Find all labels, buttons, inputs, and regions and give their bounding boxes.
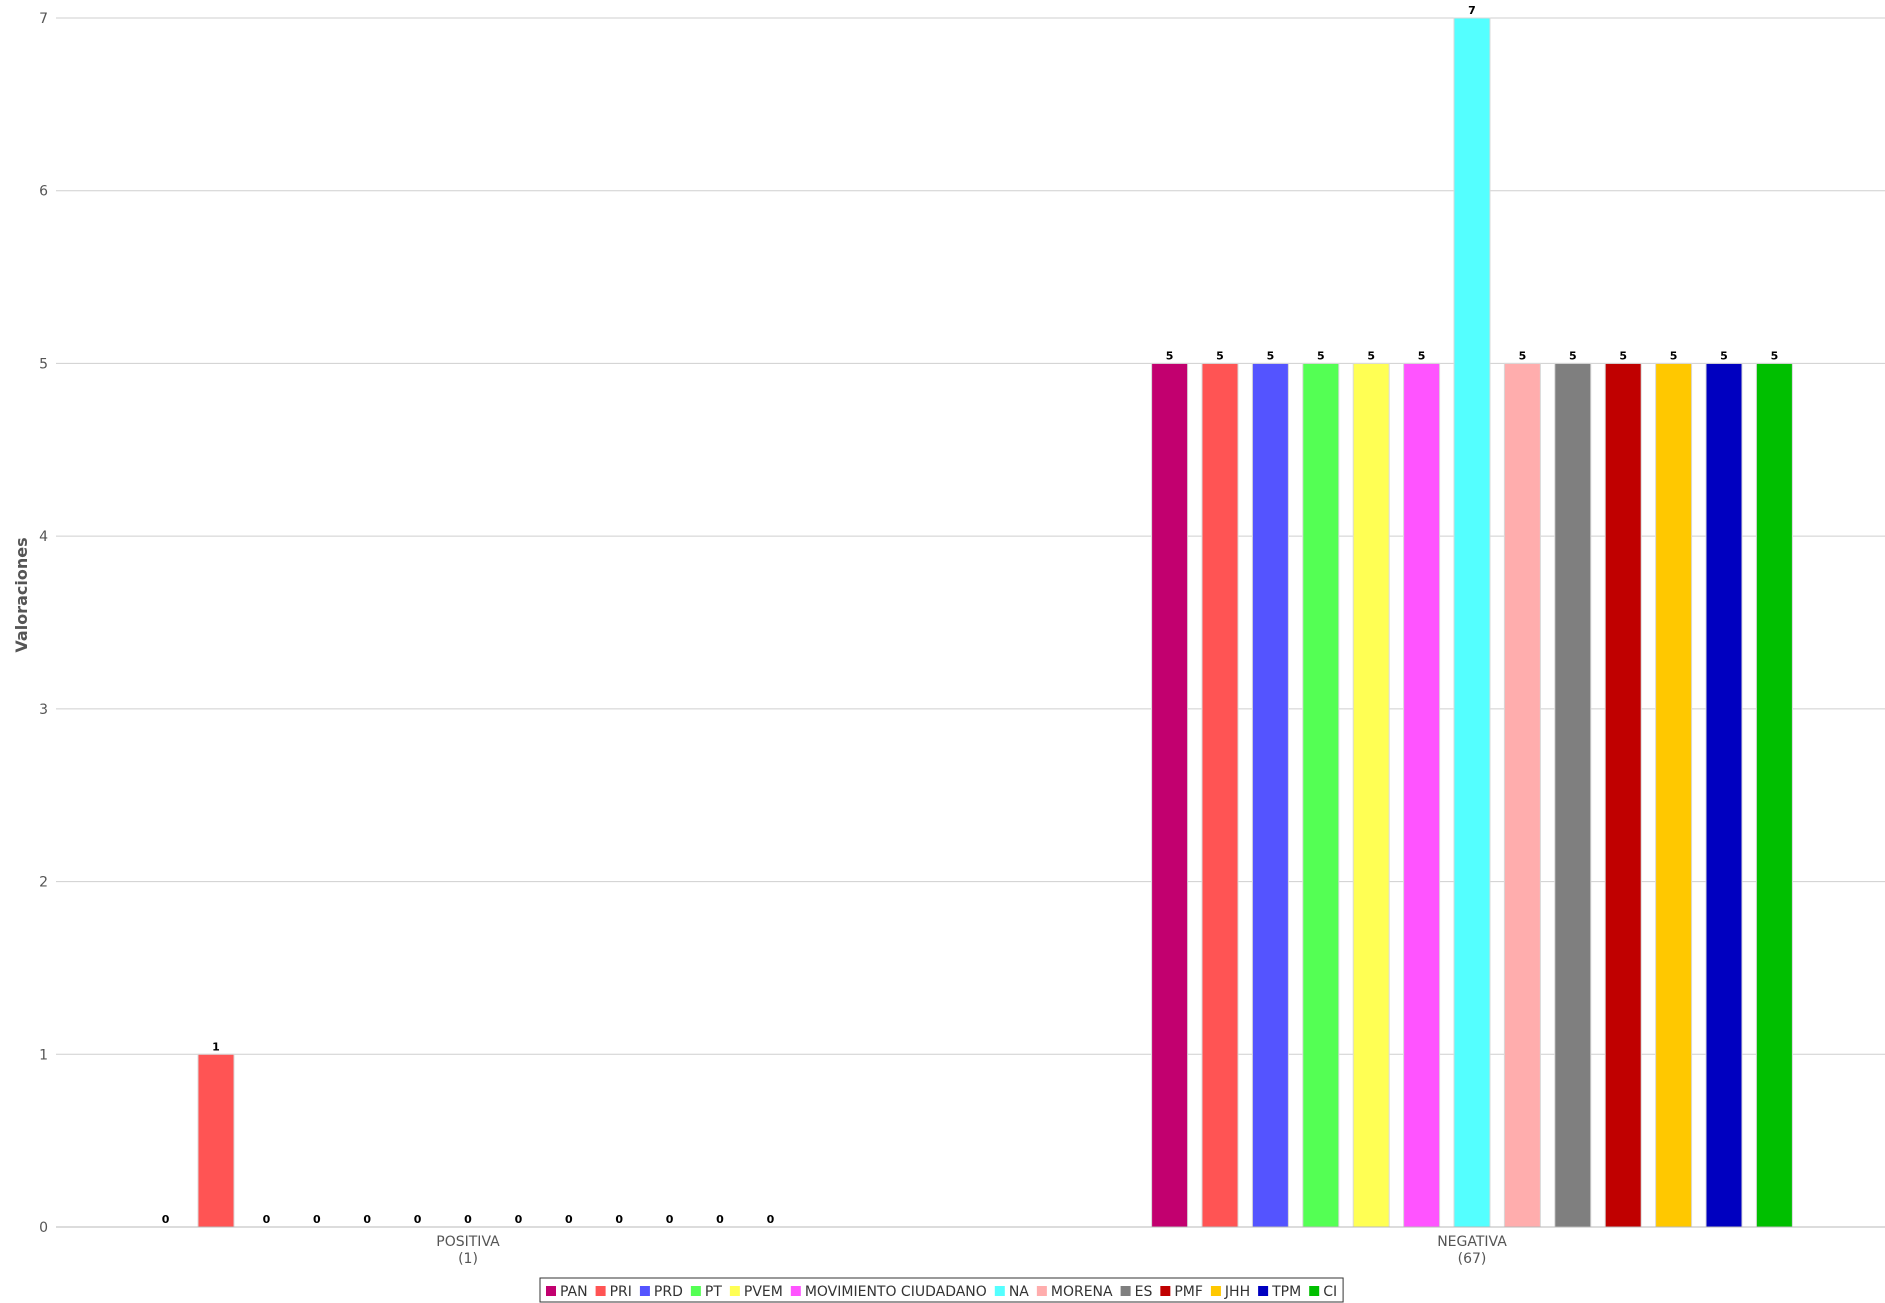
category-total: (67): [1458, 1251, 1487, 1267]
bar-prd-negativa: [1251, 362, 1289, 1228]
data-label: 0: [313, 1213, 321, 1226]
data-label: 5: [1670, 349, 1678, 362]
bar-pri-negativa: [1201, 362, 1239, 1228]
bars: [197, 17, 1793, 1228]
data-labels: 0 1 0 0 0 0 0 0 0 0 0 0 0 5 5 5 5 5 5 7 5 5 5 5 5 5: [162, 4, 1778, 1226]
legend-label: PRD: [654, 1284, 683, 1300]
y-tick-label: 2: [39, 875, 48, 891]
legend-swatch: [790, 1286, 801, 1296]
category-label: POSITIVA: [436, 1234, 500, 1250]
category-labels: POSITIVA(1) NEGATIVA(67): [436, 1234, 1507, 1267]
bar-na-negativa: [1453, 17, 1491, 1228]
legend-label: CI: [1323, 1284, 1337, 1300]
data-label: 0: [363, 1213, 371, 1226]
legend-swatch: [1258, 1286, 1269, 1296]
data-label: 5: [1317, 349, 1325, 362]
y-tick-label: 1: [39, 1047, 48, 1063]
category-total: (1): [458, 1251, 478, 1267]
bar-pri-positiva: [197, 1053, 235, 1228]
legend-swatch: [729, 1286, 740, 1296]
legend-swatch: [639, 1286, 650, 1296]
bar-morena-negativa: [1503, 362, 1541, 1228]
data-label: 0: [767, 1213, 775, 1226]
bar-ci-negativa: [1755, 362, 1793, 1228]
legend-label: ES: [1135, 1284, 1153, 1300]
legend-swatch: [1160, 1286, 1171, 1296]
legend-swatch: [994, 1286, 1005, 1296]
bar-tpm-negativa: [1705, 362, 1743, 1228]
legend-label: JHH: [1224, 1284, 1250, 1300]
y-tick-label: 6: [39, 184, 48, 200]
data-label: 0: [615, 1213, 623, 1226]
legend-label: PMF: [1174, 1284, 1203, 1300]
data-label: 5: [1216, 349, 1224, 362]
data-label: 5: [1771, 349, 1779, 362]
legend-label: MORENA: [1051, 1284, 1113, 1300]
legend-swatch: [546, 1286, 556, 1296]
data-label: 5: [1166, 349, 1174, 362]
data-label: 0: [666, 1213, 674, 1226]
data-label: 5: [1367, 349, 1375, 362]
data-label: 0: [162, 1213, 170, 1226]
gridlines: [56, 17, 1885, 1055]
data-label: 1: [212, 1040, 220, 1053]
y-axis-title: Valoraciones: [12, 537, 31, 652]
legend-label: TPM: [1271, 1284, 1301, 1300]
data-label: 7: [1468, 4, 1476, 17]
bar-es-negativa: [1554, 362, 1592, 1228]
data-label: 0: [565, 1213, 573, 1226]
y-axis-ticks: 0 1 2 3 4 5 6 7: [39, 11, 48, 1236]
data-label: 0: [515, 1213, 523, 1226]
data-label: 0: [263, 1213, 271, 1226]
y-tick-label: 4: [39, 529, 48, 545]
y-tick-label: 5: [39, 356, 48, 372]
y-tick-label: 3: [39, 702, 48, 718]
legend-label: PRI: [610, 1284, 632, 1300]
legend-box: [539, 1277, 1344, 1303]
bar-pt-negativa: [1302, 362, 1340, 1228]
legend-swatch: [1210, 1286, 1221, 1296]
bar-pvem-negativa: [1352, 362, 1390, 1228]
data-label: 5: [1569, 349, 1577, 362]
legend-swatch: [690, 1286, 701, 1296]
data-label: 5: [1267, 349, 1275, 362]
data-label: 0: [464, 1213, 472, 1226]
legend-label: PT: [705, 1284, 722, 1300]
legend-label: PAN: [560, 1284, 588, 1300]
legend-swatch: [595, 1286, 606, 1296]
legend-label: NA: [1009, 1284, 1029, 1300]
bar-movimiento-ciudadano-negativa: [1403, 362, 1441, 1228]
data-label: 5: [1519, 349, 1527, 362]
bar-pan-negativa: [1151, 362, 1189, 1228]
bar-pmf-negativa: [1604, 362, 1642, 1228]
legend-swatch: [1309, 1286, 1320, 1296]
y-tick-label: 7: [39, 11, 48, 27]
bar-jhh-negativa: [1655, 362, 1693, 1228]
data-label: 5: [1619, 349, 1627, 362]
category-label: NEGATIVA: [1437, 1234, 1507, 1250]
data-label: 5: [1418, 349, 1426, 362]
y-tick-label: 0: [39, 1220, 48, 1236]
legend-swatch: [1120, 1286, 1131, 1296]
legend-label: PVEM: [744, 1284, 783, 1300]
legend: PAN PRI PRD PT PVEM MOVIMIENTO CIUDADANO NA MOR…: [539, 1277, 1344, 1303]
data-label: 5: [1720, 349, 1728, 362]
data-label: 0: [716, 1213, 724, 1226]
legend-label: MOVIMIENTO CIUDADANO: [805, 1284, 987, 1300]
data-label: 0: [414, 1213, 422, 1226]
legend-swatch: [1036, 1286, 1047, 1296]
